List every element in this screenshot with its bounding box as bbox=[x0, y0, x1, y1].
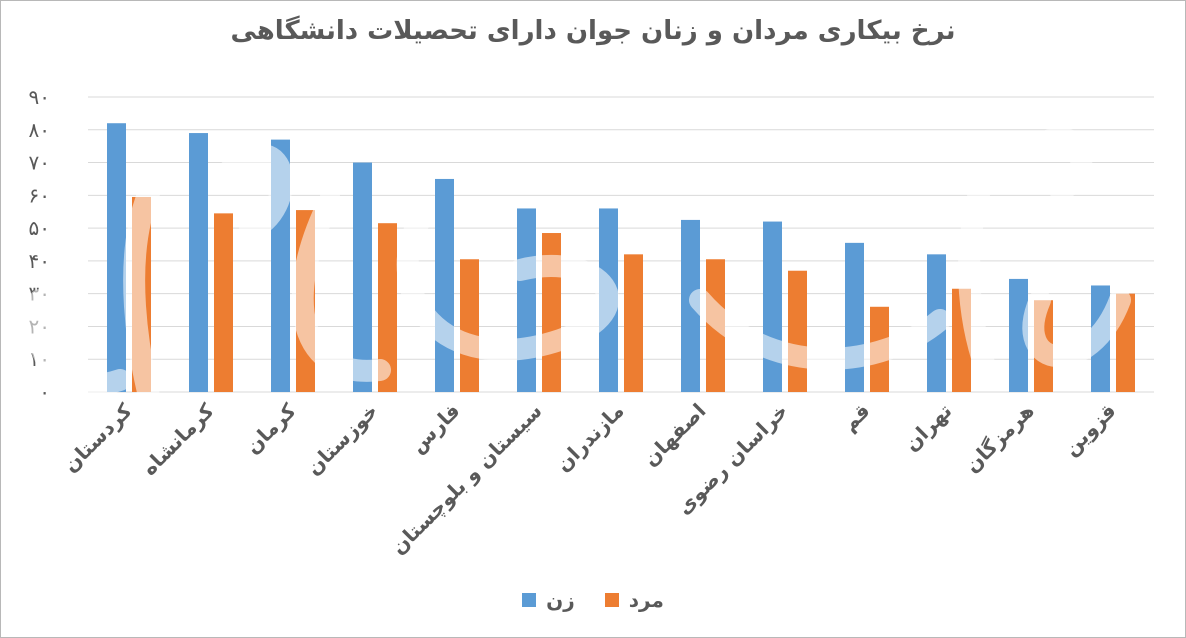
x-tick-label: قم bbox=[837, 399, 874, 436]
x-tick-label: خوزستان bbox=[301, 399, 382, 480]
x-tick-label: تهران bbox=[899, 399, 956, 456]
bar-female bbox=[353, 162, 372, 392]
bar-female bbox=[845, 242, 864, 392]
watermark bbox=[27, 127, 1131, 411]
y-tick-label: ۵۰ bbox=[29, 216, 50, 240]
legend-item-female: زن bbox=[522, 588, 575, 612]
bar-male bbox=[624, 254, 643, 392]
y-tick-label: ۹۰ bbox=[29, 85, 50, 109]
bar-female bbox=[435, 178, 454, 392]
bar-female bbox=[681, 219, 700, 392]
x-tick-label: قزوین bbox=[1059, 399, 1121, 461]
legend: زن مرد bbox=[0, 588, 1186, 612]
x-tick-label: اصفهان bbox=[638, 399, 710, 471]
bar-female bbox=[1009, 278, 1028, 392]
x-tick-label: کرمان bbox=[240, 398, 300, 458]
y-tick-label: ۸۰ bbox=[29, 118, 50, 142]
x-tick-label: سیستان و بلوچستان bbox=[386, 399, 547, 560]
bar-female bbox=[107, 123, 126, 392]
bar-female bbox=[763, 221, 782, 392]
bar-male bbox=[788, 270, 807, 392]
legend-swatch-male bbox=[604, 593, 619, 607]
bar-female bbox=[517, 208, 536, 392]
bar-male bbox=[378, 223, 397, 392]
bar-male bbox=[214, 213, 233, 392]
x-tick-label: مازندران bbox=[551, 399, 629, 477]
x-tick-label: فارس bbox=[405, 399, 464, 458]
legend-label-male: مرد bbox=[628, 588, 664, 612]
y-tick-label: ۰ bbox=[39, 380, 50, 404]
y-tick-label: ۶۰ bbox=[29, 183, 50, 207]
bar-female bbox=[189, 133, 208, 393]
chart-title: نرخ بیکاری مردان و زنان جوان دارای تحصیل… bbox=[230, 16, 956, 46]
x-tick-label: هرمزگان bbox=[960, 399, 1039, 478]
legend-swatch-female bbox=[522, 593, 537, 607]
bar-male bbox=[460, 259, 479, 392]
y-tick-label: ۴۰ bbox=[29, 249, 50, 273]
x-tick-label: کردستان bbox=[58, 398, 137, 477]
grid-lines bbox=[88, 96, 1154, 393]
legend-label-female: زن bbox=[546, 588, 575, 612]
legend-item-male: مرد bbox=[604, 588, 664, 612]
y-tick-label: ۷۰ bbox=[29, 151, 50, 175]
